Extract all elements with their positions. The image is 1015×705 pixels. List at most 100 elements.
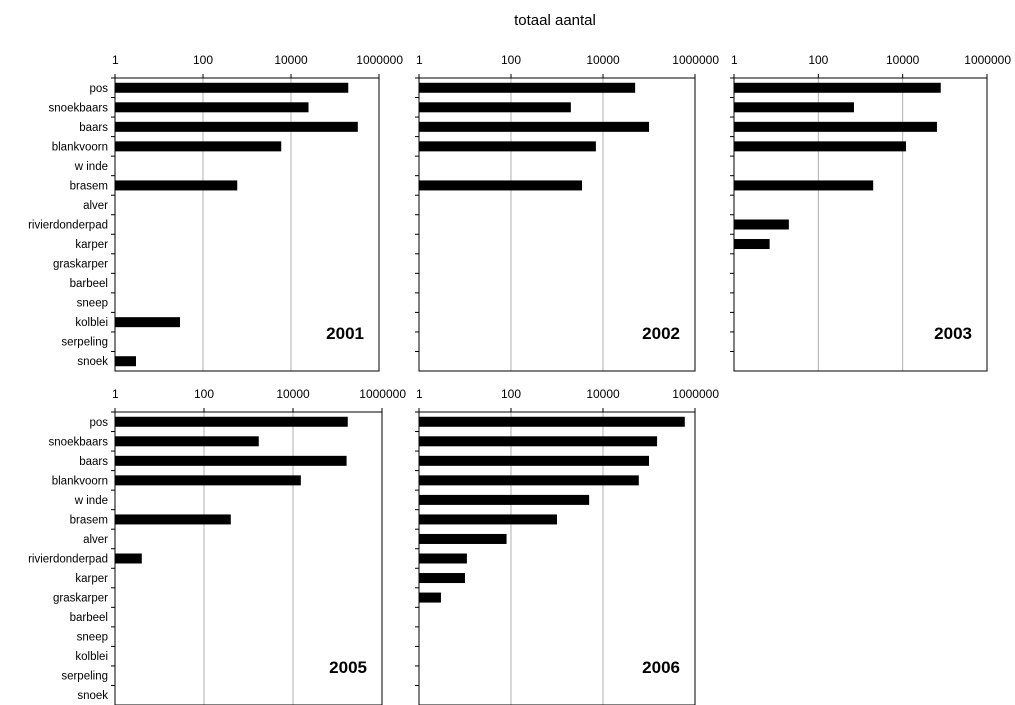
bar-snoekbaars [115, 102, 309, 113]
panel-year-label: 2001 [326, 324, 364, 343]
category-label: alver [83, 200, 108, 212]
category-label: alver [83, 534, 108, 546]
bar-pos [115, 416, 348, 427]
category-label: rivierdonderpad [28, 220, 108, 232]
x-tick-label: 10000 [886, 53, 920, 67]
bar-karper [419, 573, 465, 584]
category-label: snoek [77, 356, 108, 368]
bar-snoek [115, 356, 136, 367]
category-label: snoekbaars [49, 436, 109, 448]
x-tick-label: 100 [501, 53, 521, 67]
x-tick-label: 100 [808, 53, 828, 67]
x-tick-label: 1 [112, 53, 119, 67]
category-label: brasem [70, 180, 108, 192]
x-tick-label: 1 [416, 53, 423, 67]
category-label: brasem [70, 514, 108, 526]
bar-pos [734, 82, 941, 93]
bar-snoekbaars [419, 436, 658, 447]
x-tick-label: 1000000 [964, 53, 1011, 67]
bar-blankvoorn [734, 141, 907, 152]
bar-brasem [115, 514, 231, 525]
x-tick-label: 1 [112, 387, 119, 401]
bar-rivierdonderpad [115, 553, 142, 564]
bar-baars [115, 121, 358, 132]
bar-graskarper [419, 592, 441, 603]
bar-kolblei [115, 317, 180, 328]
category-label: pos [89, 83, 108, 95]
bar-blankvoorn [115, 475, 301, 486]
bar-rivierdonderpad [419, 553, 467, 564]
bar-snoekbaars [419, 102, 571, 113]
x-tick-label: 1000000 [356, 53, 403, 67]
panel-year-label: 2005 [329, 658, 367, 677]
panel-2006: 1 100 10000 1000000 2006 [415, 387, 719, 705]
category-label: barbeel [70, 612, 108, 624]
bar-pos [115, 82, 349, 93]
x-tick-label: 1 [731, 53, 738, 67]
category-label: graskarper [53, 259, 108, 271]
category-label: snoek [77, 690, 108, 702]
plot-frame [114, 77, 380, 372]
x-tick-label: 10000 [274, 53, 308, 67]
category-label: graskarper [53, 593, 108, 605]
category-label: karper [75, 573, 108, 585]
x-tick-label: 1 [416, 387, 423, 401]
category-label: barbeel [70, 278, 108, 290]
bar-blankvoorn [419, 475, 639, 486]
category-label: sneep [77, 632, 108, 644]
bar-baars [115, 455, 347, 466]
category-label: sneep [77, 298, 108, 310]
bar-brasem [419, 180, 583, 191]
bar-brasem [115, 180, 238, 191]
x-tick-label: 100 [501, 387, 521, 401]
category-label: baars [79, 456, 108, 468]
x-tick-label: 100 [194, 387, 214, 401]
bar-baars [419, 455, 649, 466]
x-tick-label: 1000000 [672, 387, 719, 401]
category-label: rivierdonderpad [28, 554, 108, 566]
panel-2002: 1 100 10000 1000000 2002 [415, 53, 719, 372]
bar-brasem [734, 180, 874, 191]
bar-baars [734, 121, 937, 132]
x-tick-label: 100 [193, 53, 213, 67]
bar-snoekbaars [734, 102, 854, 113]
x-tick-label: 10000 [586, 387, 620, 401]
bar-pos [419, 416, 685, 427]
panel-2005: 1 100 10000 1000000 pos snoekbaars baars blankv… [28, 387, 406, 705]
x-tick-label: 1000000 [672, 53, 719, 67]
bar-blankvoorn [419, 141, 596, 152]
bar-baars [419, 121, 649, 132]
category-label: kolblei [75, 651, 108, 663]
bar-rivierdonderpad [734, 219, 789, 230]
category-label: karper [75, 239, 108, 251]
x-tick-label: 10000 [276, 387, 310, 401]
category-label: pos [89, 417, 108, 429]
x-tick-label: 1000000 [359, 387, 406, 401]
category-label: baars [79, 122, 108, 134]
bar-snoekbaars [115, 436, 259, 447]
category-label: blankvoorn [52, 475, 108, 487]
bar-winde [419, 494, 590, 505]
category-label: serpeling [61, 671, 108, 683]
category-label: w inde [74, 495, 108, 507]
category-label: snoekbaars [49, 102, 109, 114]
bar-brasem [419, 514, 557, 525]
bar-pos [419, 82, 636, 93]
category-label: w inde [74, 161, 108, 173]
panel-year-label: 2003 [934, 324, 972, 343]
panel-2001: 1 100 10000 1000000 pos snoekbaars baars blankv… [28, 53, 403, 372]
panel-year-label: 2002 [642, 324, 680, 343]
figure-title: totaal aantal [514, 12, 596, 29]
chart-panels: 1 100 10000 1000000possnoekbaarsbaarsblankv… [28, 53, 1011, 705]
bar-alver [419, 533, 507, 544]
x-tick-label: 10000 [586, 53, 620, 67]
panel-year-label: 2006 [642, 658, 680, 677]
bar-blankvoorn [115, 141, 282, 152]
category-label: serpeling [61, 337, 108, 349]
plot-frame [418, 77, 696, 372]
category-label: kolblei [75, 317, 108, 329]
category-label: blankvoorn [52, 141, 108, 153]
bar-karper [734, 239, 770, 250]
panel-2003: 1 100 10000 1000000 2003 [730, 53, 1011, 372]
